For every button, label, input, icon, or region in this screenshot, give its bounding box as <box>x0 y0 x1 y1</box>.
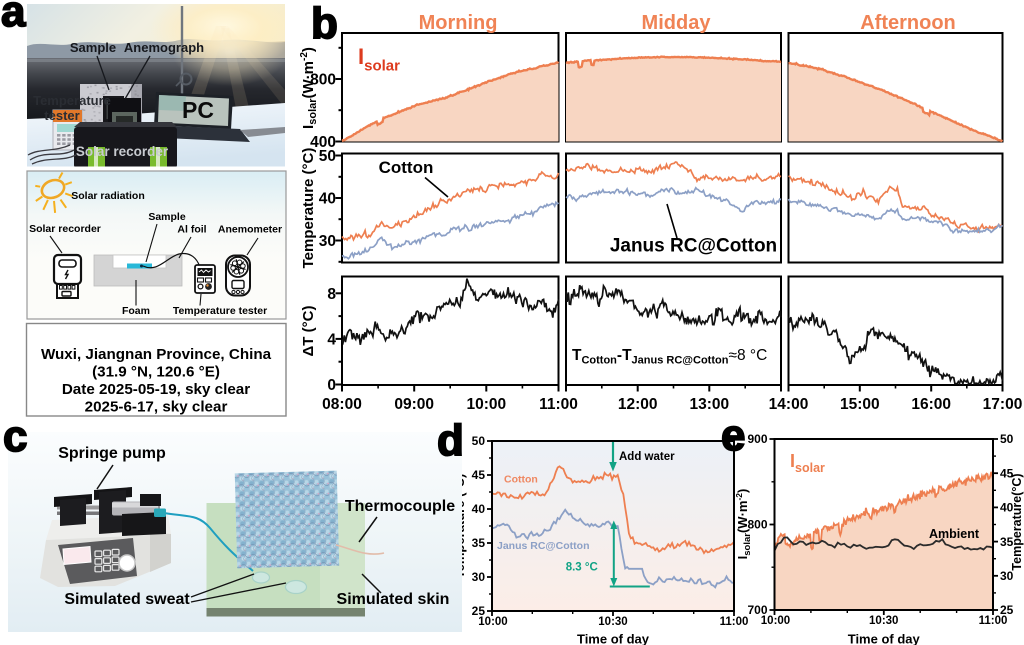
svg-text:50: 50 <box>472 434 486 448</box>
svg-text:16:00: 16:00 <box>911 396 951 413</box>
svg-text:Solar recorder: Solar recorder <box>29 223 101 235</box>
svg-text:30: 30 <box>319 233 336 250</box>
svg-text:15:00: 15:00 <box>840 396 880 413</box>
svg-text:8: 8 <box>327 286 336 303</box>
svg-text:Afternoon: Afternoon <box>860 12 956 34</box>
svg-text:Foam: Foam <box>122 305 150 317</box>
svg-text:8.3 °C: 8.3 °C <box>566 562 598 574</box>
svg-text:45: 45 <box>472 468 486 482</box>
svg-text:11:00: 11:00 <box>539 396 578 413</box>
svg-text:2025-6-17, sky clear: 2025-6-17, sky clear <box>85 399 228 416</box>
svg-text:10:00: 10:00 <box>761 615 790 627</box>
svg-text:10:00: 10:00 <box>478 616 507 628</box>
svg-text:Anemometer: Anemometer <box>218 224 282 236</box>
svg-text:Temperature: Temperature <box>33 93 111 108</box>
svg-text:Cotton: Cotton <box>504 473 538 485</box>
svg-text:17:00: 17:00 <box>983 396 1023 413</box>
svg-text:Janus RC@Cotton: Janus RC@Cotton <box>497 540 590 552</box>
svg-text:Isolar: Isolar <box>790 451 825 475</box>
svg-text:12:00: 12:00 <box>618 396 658 413</box>
svg-text:50: 50 <box>319 148 336 165</box>
svg-text:35: 35 <box>472 536 486 550</box>
svg-text:Springe pump: Springe pump <box>58 445 166 462</box>
svg-text:10:00: 10:00 <box>467 396 507 413</box>
svg-text:Time of day: Time of day <box>848 632 921 645</box>
svg-text:Simulated skin: Simulated skin <box>337 591 450 608</box>
svg-text:Isolar(W·m-2): Isolar(W·m-2) <box>299 47 319 129</box>
svg-text:40: 40 <box>1000 501 1014 515</box>
svg-text:400: 400 <box>310 134 336 151</box>
svg-text:11:00: 11:00 <box>720 616 749 628</box>
svg-text:(31.9 °N, 120.6 °E): (31.9 °N, 120.6 °E) <box>92 364 220 381</box>
svg-text:Morning: Morning <box>419 12 498 34</box>
svg-text:Add water: Add water <box>619 451 675 463</box>
svg-text:25: 25 <box>1000 603 1014 617</box>
svg-text:900: 900 <box>747 432 767 446</box>
svg-text:a: a <box>1 0 26 36</box>
svg-text:50: 50 <box>1000 432 1014 446</box>
svg-text:40: 40 <box>319 191 336 208</box>
svg-text:Temperature(°C): Temperature(°C) <box>1010 473 1024 570</box>
svg-text:tester: tester <box>44 108 79 123</box>
svg-text:b: b <box>311 0 338 48</box>
svg-text:Solar recorder: Solar recorder <box>76 144 169 159</box>
svg-text:c: c <box>3 412 27 461</box>
svg-text:700: 700 <box>747 603 767 617</box>
svg-text:09:00: 09:00 <box>394 396 434 413</box>
svg-text:11:00: 11:00 <box>979 615 1008 627</box>
svg-text:40: 40 <box>472 502 486 516</box>
svg-text:d: d <box>437 416 464 465</box>
svg-text:Anemograph: Anemograph <box>124 40 204 55</box>
svg-text:Temperature (°C): Temperature (°C) <box>300 148 317 269</box>
svg-text:800: 800 <box>747 518 767 532</box>
svg-text:Simulated sweat: Simulated sweat <box>64 591 190 608</box>
svg-text:10:30: 10:30 <box>598 616 627 628</box>
svg-text:Janus RC@Cotton: Janus RC@Cotton <box>610 236 777 257</box>
svg-text:Time of day: Time of day <box>577 632 650 645</box>
svg-text:Midday: Midday <box>642 12 712 34</box>
svg-text:45: 45 <box>1000 466 1014 480</box>
svg-text:13:00: 13:00 <box>690 396 730 413</box>
svg-text:35: 35 <box>1000 535 1014 549</box>
svg-text:30: 30 <box>472 570 486 584</box>
svg-text:Temperature tester: Temperature tester <box>173 305 267 317</box>
svg-text:25: 25 <box>472 604 486 618</box>
svg-text:ΔT (°C): ΔT (°C) <box>300 306 317 357</box>
svg-text:30: 30 <box>1000 569 1014 583</box>
svg-text:14:00: 14:00 <box>769 396 809 413</box>
svg-text:10:30: 10:30 <box>869 615 898 627</box>
svg-text:Date 2025-05-19, sky clear: Date 2025-05-19, sky clear <box>62 381 250 398</box>
svg-text:Cotton: Cotton <box>379 158 434 177</box>
svg-text:Al foil: Al foil <box>177 224 206 236</box>
svg-text:4: 4 <box>327 331 336 348</box>
svg-text:Thermocouple: Thermocouple <box>345 498 455 515</box>
svg-text:0: 0 <box>327 377 336 394</box>
svg-text:Wuxi, Jiangnan Province, China: Wuxi, Jiangnan Province, China <box>41 346 272 363</box>
svg-text:Sample: Sample <box>70 40 116 55</box>
svg-text:PC: PC <box>182 97 214 123</box>
svg-text:Ambient: Ambient <box>929 527 980 541</box>
svg-text:e: e <box>721 411 745 460</box>
svg-text:08:00: 08:00 <box>322 396 362 413</box>
svg-text:800: 800 <box>310 72 336 89</box>
svg-text:Sample: Sample <box>148 211 186 223</box>
svg-text:Solar radiation: Solar radiation <box>71 190 145 202</box>
